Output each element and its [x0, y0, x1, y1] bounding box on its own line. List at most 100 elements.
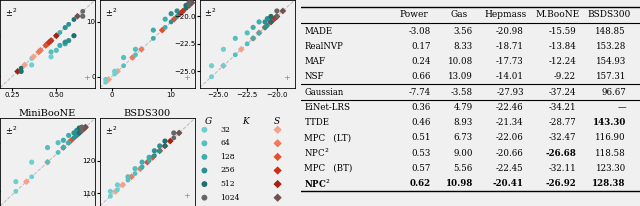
Point — [69, 18, 79, 21]
Point — [266, 15, 276, 18]
Point — [135, 167, 145, 170]
Point — [260, 20, 270, 23]
Text: BSDS300: BSDS300 — [587, 10, 630, 19]
Text: S: S — [274, 117, 280, 126]
Text: +: + — [283, 74, 290, 82]
Point — [218, 64, 228, 67]
Point — [157, 28, 167, 32]
Point — [53, 141, 63, 144]
Point — [144, 159, 154, 162]
Text: 0.66: 0.66 — [412, 72, 431, 81]
Point — [166, 20, 176, 23]
Point — [160, 18, 170, 21]
Text: -27.93: -27.93 — [496, 88, 524, 97]
Point — [46, 55, 56, 59]
Point — [112, 188, 122, 191]
Point — [63, 23, 74, 26]
Point — [55, 31, 65, 34]
Point — [130, 172, 140, 175]
Point — [46, 50, 56, 54]
Text: NSF: NSF — [305, 72, 324, 81]
Point — [137, 165, 147, 169]
Point — [160, 26, 170, 29]
Point — [254, 31, 264, 35]
Title: BSDS300: BSDS300 — [124, 109, 171, 118]
Text: $\pm^2$: $\pm^2$ — [104, 124, 117, 137]
Text: 96.67: 96.67 — [601, 88, 626, 97]
Text: 10.08: 10.08 — [447, 57, 473, 66]
Point — [100, 78, 111, 81]
Point — [58, 139, 68, 142]
Point — [27, 57, 37, 60]
Text: M.BooNE: M.BooNE — [536, 10, 580, 19]
Point — [100, 81, 111, 84]
Point — [46, 39, 56, 42]
Point — [160, 144, 170, 147]
Point — [131, 53, 141, 56]
Text: -12.24: -12.24 — [548, 57, 576, 66]
Text: -22.06: -22.06 — [496, 133, 524, 142]
Text: 13.09: 13.09 — [448, 72, 473, 81]
Point — [79, 126, 90, 130]
Text: 123.30: 123.30 — [596, 164, 626, 173]
Point — [242, 31, 252, 35]
Text: -13.84: -13.84 — [548, 42, 576, 51]
Text: -15.59: -15.59 — [548, 27, 576, 36]
Point — [13, 70, 23, 73]
Point — [262, 17, 273, 20]
Point — [74, 131, 84, 135]
Text: Gaussian: Gaussian — [305, 88, 344, 97]
Point — [53, 151, 63, 154]
Point — [266, 20, 276, 23]
Point — [77, 15, 88, 18]
Point — [63, 141, 74, 144]
Point — [207, 64, 217, 67]
Point — [63, 134, 74, 137]
Point — [27, 63, 37, 67]
Point — [172, 9, 182, 13]
Point — [16, 70, 26, 73]
Point — [272, 15, 282, 18]
Text: -18.71: -18.71 — [495, 42, 524, 51]
Text: -34.21: -34.21 — [548, 103, 576, 112]
Text: -21.34: -21.34 — [496, 118, 524, 127]
Point — [149, 154, 159, 157]
Point — [118, 183, 128, 187]
Point — [155, 149, 165, 152]
Text: MPC   (LT): MPC (LT) — [305, 133, 351, 142]
Text: 0.17: 0.17 — [412, 42, 431, 51]
Point — [20, 63, 30, 67]
Point — [144, 156, 154, 159]
Text: 153.28: 153.28 — [595, 42, 626, 51]
Point — [74, 126, 84, 130]
Point — [178, 9, 188, 13]
Point — [46, 39, 56, 42]
Point — [187, 1, 197, 4]
Point — [74, 131, 84, 135]
Point — [51, 34, 61, 37]
Text: -7.74: -7.74 — [409, 88, 431, 97]
Point — [109, 70, 120, 73]
Point — [269, 17, 280, 20]
Point — [42, 160, 52, 164]
Point — [254, 20, 264, 23]
Text: -32.47: -32.47 — [548, 133, 576, 142]
Point — [105, 190, 115, 193]
Text: +: + — [183, 192, 190, 200]
Text: $\pm^2$: $\pm^2$ — [4, 124, 17, 137]
Point — [11, 180, 21, 183]
Point — [169, 136, 179, 139]
Point — [155, 144, 165, 147]
Text: -20.41: -20.41 — [493, 179, 524, 188]
Text: 3.56: 3.56 — [454, 27, 473, 36]
Point — [51, 34, 61, 37]
Point — [69, 131, 79, 135]
Text: 9.00: 9.00 — [453, 149, 473, 158]
Text: TTDE: TTDE — [305, 118, 330, 127]
Point — [248, 37, 259, 40]
Point — [77, 10, 88, 13]
Point — [72, 134, 82, 137]
Point — [278, 9, 288, 13]
Point — [60, 42, 70, 46]
Text: 128: 128 — [221, 153, 235, 161]
